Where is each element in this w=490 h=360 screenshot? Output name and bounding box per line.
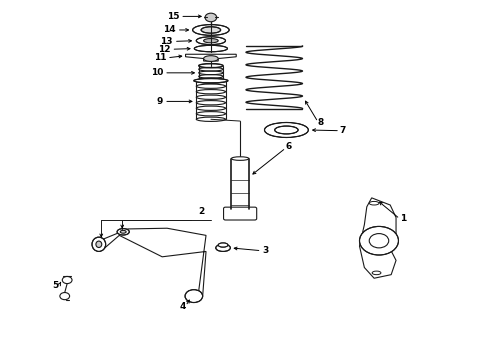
- Ellipse shape: [193, 24, 229, 35]
- Ellipse shape: [196, 78, 225, 84]
- Ellipse shape: [196, 37, 225, 45]
- Ellipse shape: [231, 157, 249, 160]
- Text: 2: 2: [198, 207, 204, 216]
- Text: 12: 12: [158, 45, 171, 54]
- Ellipse shape: [203, 39, 218, 43]
- Polygon shape: [360, 198, 396, 278]
- Ellipse shape: [265, 122, 308, 138]
- Text: 6: 6: [286, 142, 292, 151]
- Text: 3: 3: [262, 246, 269, 255]
- Circle shape: [185, 290, 202, 302]
- Polygon shape: [186, 54, 236, 61]
- Ellipse shape: [218, 243, 228, 247]
- Ellipse shape: [201, 27, 220, 33]
- Ellipse shape: [275, 126, 298, 134]
- Circle shape: [360, 226, 398, 255]
- Text: 1: 1: [400, 214, 406, 223]
- Ellipse shape: [92, 237, 106, 251]
- Ellipse shape: [194, 78, 228, 83]
- Polygon shape: [103, 228, 206, 297]
- Ellipse shape: [203, 56, 218, 62]
- Text: 4: 4: [179, 302, 186, 311]
- Text: 7: 7: [339, 126, 345, 135]
- Text: 15: 15: [167, 12, 179, 21]
- Ellipse shape: [199, 63, 223, 68]
- Ellipse shape: [120, 230, 126, 233]
- Ellipse shape: [369, 202, 379, 205]
- Text: 10: 10: [151, 68, 163, 77]
- Circle shape: [205, 13, 217, 22]
- Ellipse shape: [96, 241, 102, 248]
- Text: 8: 8: [317, 118, 323, 127]
- Ellipse shape: [372, 271, 381, 275]
- Ellipse shape: [195, 45, 227, 52]
- Ellipse shape: [117, 229, 129, 235]
- Text: 11: 11: [153, 53, 166, 62]
- FancyBboxPatch shape: [223, 207, 257, 220]
- Text: 9: 9: [157, 97, 163, 106]
- Text: 13: 13: [160, 37, 173, 46]
- Text: 5: 5: [52, 281, 59, 290]
- Text: 14: 14: [163, 26, 176, 35]
- Ellipse shape: [216, 244, 230, 251]
